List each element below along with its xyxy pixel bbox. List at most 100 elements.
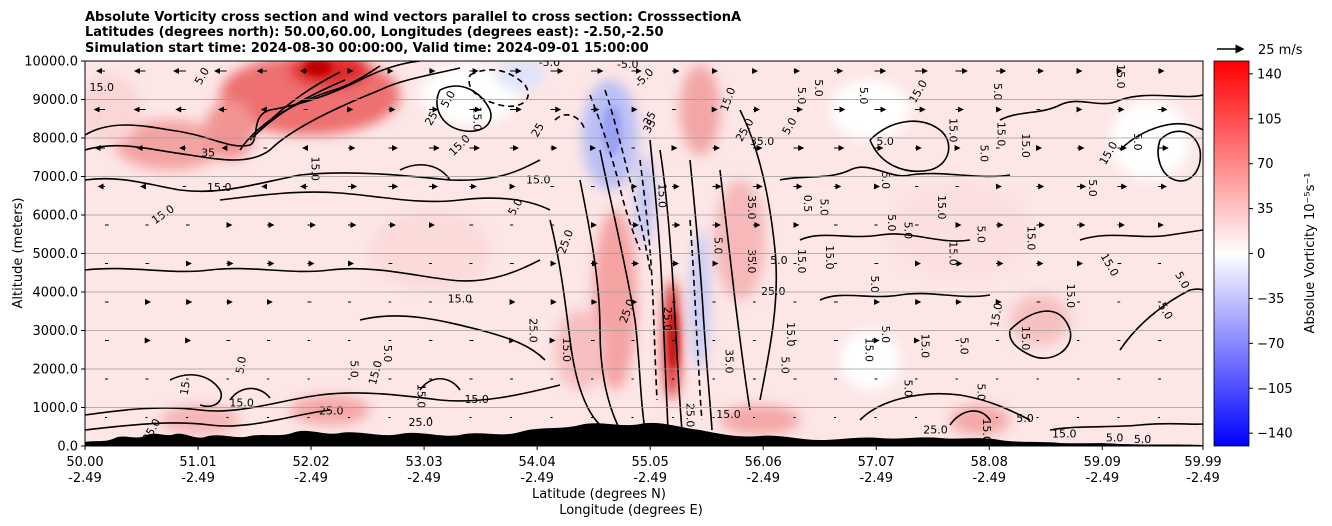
colorbar-tick-label-8: −140: [1257, 427, 1293, 442]
colorbar-tick-label-6: −70: [1257, 337, 1284, 352]
colorbar-tick-label-0: 140: [1257, 67, 1282, 82]
x-tick-label-lon-9: -2.49: [1085, 471, 1119, 486]
contour-label-54: 15.0: [862, 338, 875, 363]
contour-label-18: 5.0: [381, 345, 394, 363]
x-tick-label-lon-5: -2.49: [633, 471, 667, 486]
contour-label-2: 35: [201, 146, 215, 159]
colorbar-gradient: [1213, 60, 1250, 447]
contour-label-12: 15.0: [560, 338, 573, 363]
x-tick-label-lon-2: -2.49: [294, 471, 328, 486]
contour-label-50: 5.0: [818, 199, 831, 217]
contour-label-72: 15.0: [918, 334, 931, 359]
contour-label-8: 15.0: [526, 173, 551, 186]
x-tick-label-lon-6: -2.49: [746, 471, 780, 486]
contour-label-62: 5.0: [974, 226, 987, 244]
contour-label-44: 35.0: [722, 349, 735, 374]
contour-label-86: 35: [641, 109, 659, 128]
contour-label-87: 35: [641, 117, 659, 136]
y-axis-label: Altitude (meters): [11, 198, 26, 309]
x-tick-label-lat-4: 54.04: [519, 455, 556, 470]
x-tick-label-lon-4: -2.49: [520, 471, 554, 486]
x-tick-label-lat-9: 59.09: [1084, 455, 1121, 470]
contour-label-47: 25.0: [761, 285, 786, 298]
contour-label-83: 25.0: [683, 403, 696, 428]
contour-label-49: 15.0: [823, 245, 836, 270]
x-tick-label-lat-10: 59.99: [1184, 455, 1221, 470]
contour-label-35: 5.0: [978, 145, 991, 163]
contour-label-79: 5.0: [1134, 433, 1152, 446]
x-axis: 50.00-2.4951.01-2.4952.02-2.4953.03-2.49…: [66, 446, 1222, 486]
x-tick-label-lon-7: -2.49: [859, 471, 893, 486]
contour-label-57: 5.0: [879, 172, 892, 190]
x-tick-label-lon-3: -2.49: [407, 471, 441, 486]
y-tick-label-2: 2000.0: [33, 363, 79, 378]
colorbar-tick-label-4: 0: [1257, 247, 1265, 262]
contour-label-40: 15.0: [1114, 64, 1127, 89]
x-tick-label-lat-3: 53.03: [405, 455, 442, 470]
y-tick-label-7: 7000.0: [33, 170, 79, 185]
colorbar-tick-label-3: 35: [1257, 202, 1274, 217]
contour-label-90: 5.0: [795, 87, 808, 105]
colorbar-tick-label-5: −35: [1257, 292, 1284, 307]
contour-label-77: 15.0: [980, 418, 993, 443]
contour-label-45: 5.0: [711, 237, 724, 255]
x-tick-label-lat-1: 51.01: [179, 455, 216, 470]
x-tick-label-lon-8: -2.49: [972, 471, 1006, 486]
contour-label-25: -5.0: [539, 56, 560, 69]
contour-label-80: 5.0: [902, 380, 915, 398]
plot-area: 15.015.03515.05.015.015.015.015.05.025.0…: [85, 56, 1203, 446]
contour-label-61: 15.0: [935, 195, 948, 220]
contour-label-63: 15.0: [1025, 226, 1038, 251]
x-tick-label-lat-8: 58.08: [971, 455, 1008, 470]
contour-label-3: 15.0: [308, 157, 321, 182]
colorbar-ticks: 140 105 70 35 0 −35 −70 −105 −140: [1249, 67, 1293, 442]
x-tick-label-lat-2: 52.02: [292, 455, 329, 470]
contour-label-81: 25.0: [661, 307, 674, 332]
chart-title-line-2: Latitudes (degrees north): 50.00,60.00, …: [85, 25, 664, 40]
contour-label-78: 25.0: [923, 424, 948, 437]
y-tick-label-4: 4000.0: [33, 286, 79, 301]
contour-label-68: 15.0: [1064, 284, 1077, 309]
colorbar-tick-label-2: 70: [1257, 157, 1274, 172]
contour-label-93: 15: [178, 380, 193, 396]
contour-label-46: 5.0: [770, 254, 788, 267]
colorbar-tick-label-7: −105: [1257, 382, 1293, 397]
colorbar-tick-label-1: 105: [1257, 112, 1282, 127]
contour-label-84: 15.0: [716, 408, 741, 421]
colorbar: 140 105 70 35 0 −35 −70 −105 −140 Absolue Vortic…: [1213, 60, 1318, 447]
contour-label-23: 15.0: [471, 107, 484, 132]
wind-vector-field: [93, 68, 1169, 418]
x-tick-label-lat-5: 55.05: [632, 455, 669, 470]
contour-label-19: 15.0: [366, 359, 385, 386]
quiver-key-label: 25 m/s: [1258, 43, 1303, 58]
contour-label-59: 5.0: [902, 222, 915, 240]
contour-label-64: 5.0: [1086, 179, 1099, 197]
quiver-key: 25 m/s: [1217, 43, 1303, 58]
x-tick-label-lon-1: -2.49: [181, 471, 215, 486]
contour-label-55: 15.0: [784, 322, 797, 347]
contour-label-53: 5.0: [879, 326, 892, 344]
chart-title-line-3: Simulation start time: 2024-08-30 00:00:…: [85, 41, 649, 56]
x-axis-label-latitude: Latitude (degrees N): [532, 487, 666, 502]
contour-label-20: 15.0: [415, 384, 428, 409]
y-axis: 0.0 1000.0 2000.0 3000.0 4000.0 5000.0 6000.0 7…: [24, 55, 85, 455]
y-tick-label-5: 5000.0: [33, 247, 79, 262]
x-tick-label-lon-0: -2.49: [68, 471, 102, 486]
contour-label-41: 5.0: [991, 83, 1004, 101]
contour-label-5: 15.0: [90, 81, 115, 94]
contour-label-34: 15.0: [946, 118, 959, 143]
contour-label-17: 5.0: [233, 355, 249, 374]
y-tick-label-10: 10000.0: [24, 55, 78, 70]
contour-label-24: 25: [529, 121, 547, 140]
contour-label-58: 5.0: [885, 214, 898, 232]
x-tick-label-lat-7: 57.07: [858, 455, 895, 470]
y-tick-label-8: 8000.0: [33, 132, 79, 147]
contour-label-30: 5.0: [812, 79, 825, 97]
contour-label-43: 35.0: [745, 249, 758, 274]
contour-label-76: 5.0: [1106, 431, 1124, 444]
horizontal-gridlines: [85, 61, 1203, 446]
contour-label-52: 5.0: [868, 276, 881, 294]
contour-label-31: 5.0: [857, 87, 870, 105]
contour-label-32: 5.0: [876, 135, 894, 148]
